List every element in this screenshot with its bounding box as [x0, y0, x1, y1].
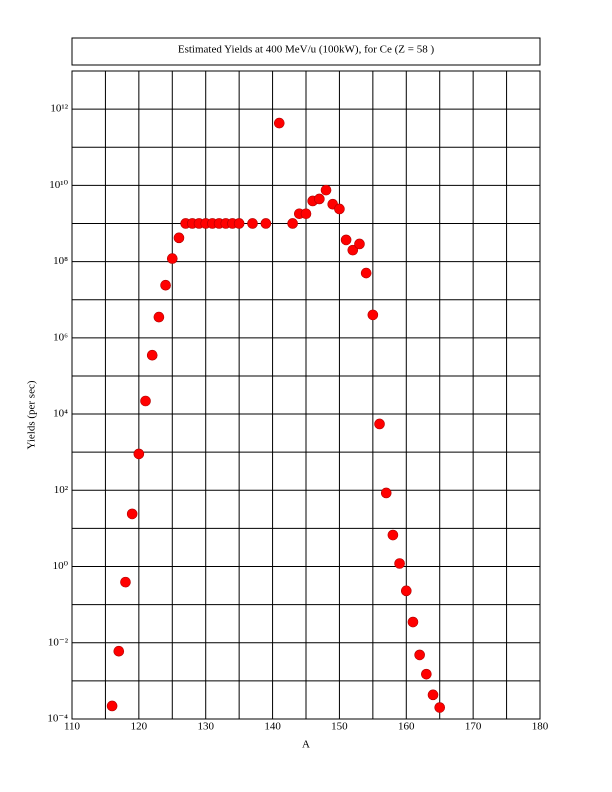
- data-point: [434, 702, 446, 713]
- data-point: [273, 117, 285, 129]
- data-point: [407, 616, 419, 628]
- data-point: [260, 218, 272, 229]
- data-point: [314, 193, 325, 205]
- data-point: [334, 203, 345, 215]
- x-tick-label: 150: [331, 721, 348, 733]
- x-tick-label: 180: [532, 721, 549, 733]
- y-tick-label: 10¹²: [50, 103, 68, 115]
- data-point: [367, 309, 379, 321]
- y-tick-label: 10⁸: [53, 255, 68, 267]
- x-tick-label: 140: [264, 721, 281, 733]
- data-point: [320, 184, 332, 196]
- x-axis-label: A: [302, 739, 310, 751]
- data-point: [427, 689, 439, 701]
- data-point: [360, 267, 372, 279]
- data-point: [300, 208, 312, 220]
- x-tick-label: 110: [64, 721, 81, 733]
- data-point: [414, 649, 425, 661]
- data-point: [153, 311, 165, 323]
- data-point: [173, 232, 185, 244]
- y-axis-label: Yields (per sec): [26, 380, 38, 449]
- data-point: [394, 558, 405, 569]
- data-point: [120, 576, 131, 588]
- data-point: [400, 585, 412, 597]
- data-point: [387, 529, 399, 541]
- data-point: [160, 279, 171, 291]
- data-point: [380, 487, 392, 499]
- chart-title: Estimated Yields at 400 MeV/u (100kW), f…: [178, 44, 435, 56]
- data-point: [166, 253, 178, 264]
- data-point: [146, 349, 158, 361]
- y-tick-label: 10¹⁰: [49, 179, 68, 191]
- data-point: [374, 418, 385, 430]
- data-point: [233, 218, 245, 229]
- y-tick-label: 10⁰: [53, 560, 69, 572]
- data-point: [106, 700, 118, 712]
- data-point: [421, 668, 432, 680]
- data-point: [140, 395, 151, 407]
- y-tick-label: 10⁻⁴: [47, 713, 68, 725]
- data-point: [340, 234, 352, 246]
- title-box: [71, 37, 541, 66]
- y-tick-label: 10⁻²: [48, 636, 69, 648]
- data-point: [247, 218, 258, 229]
- y-tick-label: 10⁴: [53, 408, 68, 420]
- y-tick-label: 10⁶: [53, 331, 68, 343]
- data-point: [287, 218, 298, 229]
- data-point: [354, 238, 365, 250]
- data-point: [133, 448, 145, 460]
- x-tick-label: 170: [465, 721, 482, 733]
- data-point: [126, 508, 138, 520]
- data-point: [113, 645, 125, 657]
- x-tick-label: 130: [197, 721, 214, 733]
- y-tick-label: 10²: [54, 484, 69, 496]
- data-point: [347, 244, 359, 256]
- x-tick-label: 160: [398, 721, 415, 733]
- x-tick-label: 120: [131, 721, 148, 733]
